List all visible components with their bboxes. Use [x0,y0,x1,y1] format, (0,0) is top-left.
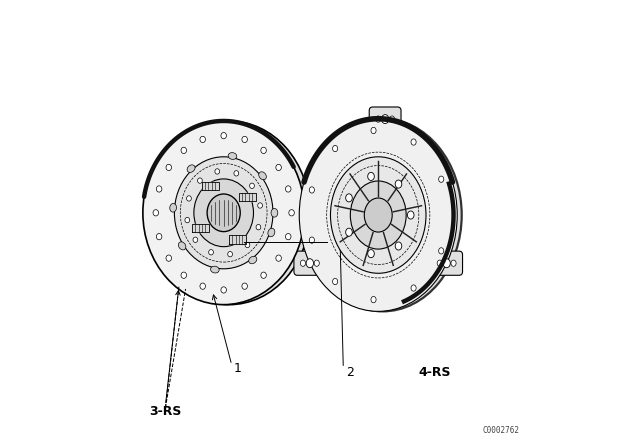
Ellipse shape [200,283,205,289]
Ellipse shape [181,272,186,278]
Ellipse shape [193,237,198,242]
Ellipse shape [276,255,282,261]
Ellipse shape [437,260,442,267]
Ellipse shape [271,208,278,217]
Ellipse shape [333,146,338,152]
Ellipse shape [314,260,319,266]
Ellipse shape [309,237,314,243]
Polygon shape [228,236,246,244]
Ellipse shape [166,255,172,261]
Ellipse shape [306,259,314,268]
Ellipse shape [187,196,191,201]
Ellipse shape [285,233,291,240]
Ellipse shape [156,233,162,240]
Ellipse shape [194,179,253,247]
Ellipse shape [371,297,376,303]
Text: C0002762: C0002762 [483,426,520,435]
Text: 4-RS: 4-RS [418,366,451,379]
Ellipse shape [285,186,291,192]
Ellipse shape [381,115,388,124]
Ellipse shape [333,278,338,284]
Ellipse shape [346,228,352,236]
Ellipse shape [276,164,282,171]
Ellipse shape [245,242,250,248]
Ellipse shape [408,211,414,219]
Ellipse shape [390,116,395,122]
Ellipse shape [451,260,456,267]
Text: 1: 1 [234,362,242,375]
Ellipse shape [268,228,275,237]
Ellipse shape [376,116,381,122]
Ellipse shape [179,242,186,250]
Ellipse shape [258,203,262,208]
Ellipse shape [300,119,457,311]
Ellipse shape [438,248,444,254]
Ellipse shape [368,172,374,181]
Ellipse shape [215,169,220,174]
Text: 2: 2 [346,366,354,379]
Ellipse shape [198,178,202,183]
Ellipse shape [153,210,159,216]
Ellipse shape [364,198,392,232]
Ellipse shape [289,210,294,216]
Ellipse shape [166,164,172,171]
Ellipse shape [261,272,266,278]
Polygon shape [202,182,219,190]
Ellipse shape [156,186,162,192]
Ellipse shape [174,157,273,269]
FancyBboxPatch shape [369,107,401,131]
Ellipse shape [395,180,402,188]
Ellipse shape [221,133,227,139]
Ellipse shape [261,147,266,154]
Ellipse shape [200,136,205,142]
Ellipse shape [259,172,266,180]
Ellipse shape [411,139,416,145]
Polygon shape [239,194,255,202]
FancyBboxPatch shape [431,251,463,276]
Ellipse shape [242,136,248,142]
Ellipse shape [443,259,451,268]
Ellipse shape [207,194,240,232]
Ellipse shape [228,251,232,257]
Ellipse shape [304,119,461,311]
Ellipse shape [350,181,406,249]
Ellipse shape [309,187,314,193]
Ellipse shape [300,260,305,266]
Ellipse shape [211,266,219,273]
Ellipse shape [148,121,310,305]
Ellipse shape [143,121,305,305]
Ellipse shape [256,224,260,230]
Ellipse shape [438,176,444,182]
Ellipse shape [209,250,213,255]
Ellipse shape [228,153,237,159]
Ellipse shape [170,203,177,212]
Ellipse shape [371,127,376,134]
Text: 3-RS: 3-RS [149,405,182,418]
FancyBboxPatch shape [294,251,326,275]
Polygon shape [192,224,209,232]
Ellipse shape [234,171,239,176]
Ellipse shape [242,283,248,289]
Ellipse shape [249,256,257,264]
Ellipse shape [185,217,189,223]
Ellipse shape [368,250,374,258]
Ellipse shape [221,287,227,293]
Ellipse shape [411,285,416,291]
Ellipse shape [250,183,254,189]
Ellipse shape [187,165,195,172]
Ellipse shape [346,194,352,202]
Ellipse shape [395,242,402,250]
Ellipse shape [181,147,186,154]
Ellipse shape [330,157,426,273]
